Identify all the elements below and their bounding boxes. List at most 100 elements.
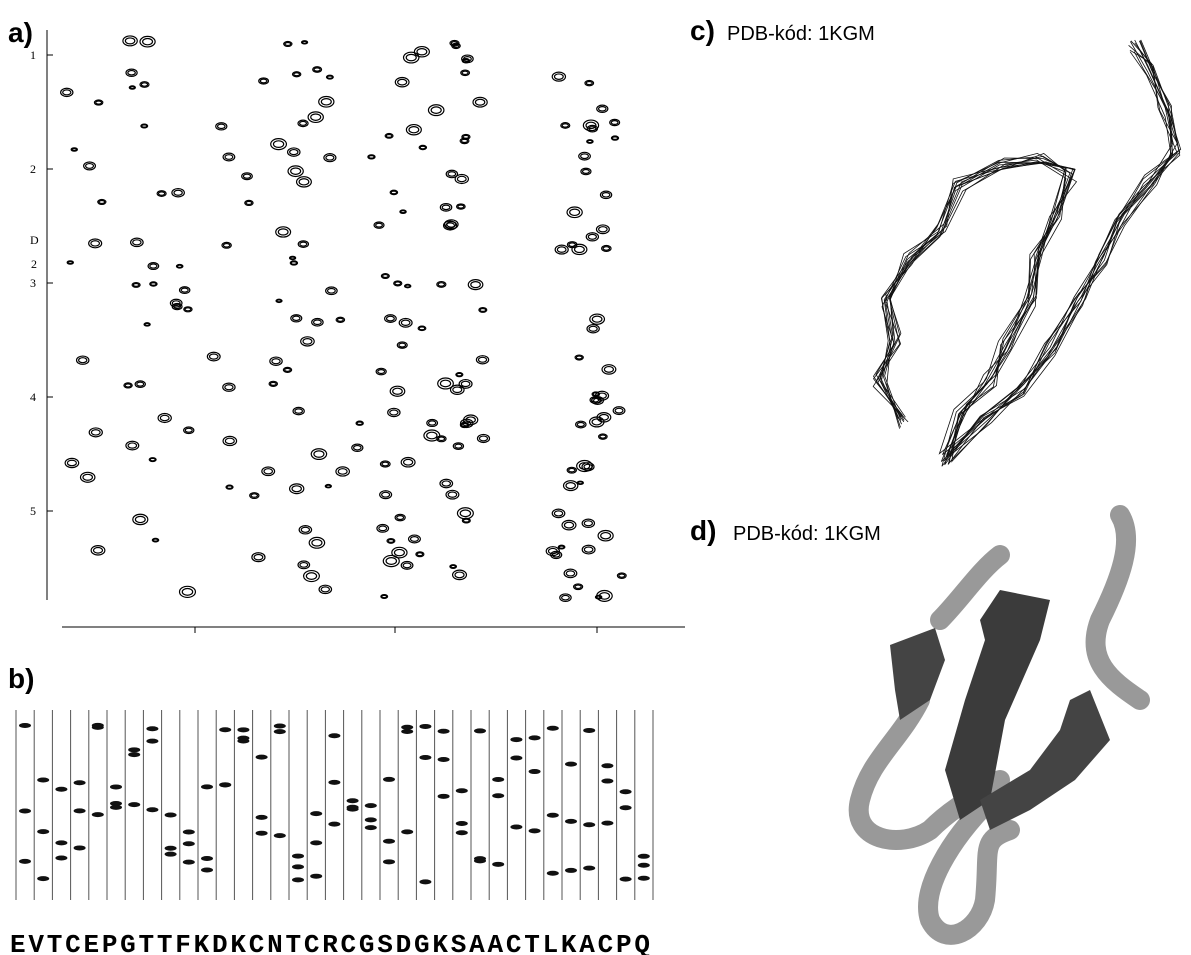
strip-peak: [546, 812, 559, 818]
strip-peak: [437, 728, 450, 734]
peak: [563, 568, 578, 579]
peak: [583, 546, 594, 553]
backbone-trace: [879, 44, 1174, 457]
peak: [129, 237, 144, 248]
peak: [475, 355, 490, 365]
peak: [66, 260, 74, 265]
peak: [178, 585, 197, 599]
y-tick-label: 1: [30, 48, 36, 62]
peak: [569, 208, 581, 217]
peak: [413, 45, 430, 58]
peak: [122, 35, 138, 47]
peak: [83, 161, 97, 171]
peak: [455, 372, 464, 378]
strip-peak: [164, 845, 177, 851]
peak: [586, 324, 600, 334]
peak: [318, 584, 333, 595]
strip-peak: [474, 856, 486, 862]
peak: [178, 286, 191, 295]
peak: [132, 239, 142, 246]
peak: [479, 307, 487, 312]
strip-peak: [492, 793, 505, 799]
peak: [88, 238, 103, 249]
strip-peak: [164, 851, 177, 857]
peak: [125, 68, 138, 78]
peak: [467, 279, 484, 291]
strip-peak: [146, 738, 159, 744]
peak: [418, 144, 428, 151]
peak: [224, 384, 234, 391]
strip-peak: [328, 733, 341, 739]
peak: [396, 341, 408, 349]
peak: [426, 418, 439, 428]
peak: [602, 246, 611, 251]
strip-peak: [55, 840, 68, 846]
peak: [565, 570, 576, 577]
peak: [578, 462, 591, 470]
strip-peak: [37, 829, 50, 835]
strip-peak: [401, 724, 414, 730]
peak: [380, 273, 390, 279]
peak: [180, 287, 189, 293]
peak: [581, 518, 596, 529]
peak: [563, 521, 575, 529]
peak: [403, 283, 412, 289]
peak: [269, 356, 283, 366]
strip-peak: [419, 879, 432, 885]
peak: [287, 165, 304, 178]
peak: [400, 560, 414, 570]
strip-peak: [110, 804, 122, 810]
strip-peak: [146, 807, 159, 813]
peak: [277, 228, 289, 236]
peak: [400, 456, 416, 468]
strip-peak: [55, 786, 68, 792]
peak: [259, 78, 268, 84]
peak: [445, 489, 460, 500]
strip-peak: [601, 820, 614, 826]
peak: [465, 416, 476, 424]
peak: [439, 202, 453, 212]
strip-peak: [310, 811, 323, 817]
peak: [79, 471, 96, 483]
strip-peak: [273, 723, 286, 729]
peak: [62, 89, 72, 96]
peak: [140, 82, 149, 87]
strip-peak: [383, 859, 395, 865]
peak: [303, 569, 320, 583]
peak: [384, 314, 397, 323]
peak: [368, 155, 375, 159]
peak: [380, 594, 389, 600]
peak: [585, 232, 600, 242]
peak: [141, 124, 148, 128]
peak: [367, 154, 376, 160]
peak: [603, 365, 615, 373]
peak: [222, 435, 238, 447]
strip-peak: [583, 727, 596, 733]
peak: [90, 240, 101, 247]
strip-peak: [510, 737, 523, 743]
peak: [144, 322, 150, 327]
peak: [601, 192, 611, 198]
peak: [557, 544, 566, 550]
peak: [305, 572, 318, 580]
peak: [574, 584, 582, 590]
peak: [307, 111, 324, 124]
peak: [127, 442, 138, 449]
peak: [580, 167, 592, 176]
peak: [585, 121, 597, 130]
peak: [396, 515, 405, 521]
peak: [394, 513, 406, 522]
peak: [588, 325, 598, 332]
peak: [595, 595, 602, 599]
peak: [430, 106, 442, 114]
peak: [423, 429, 441, 442]
peak: [551, 71, 567, 82]
peak: [308, 536, 326, 549]
backbone-trace: [884, 39, 1172, 466]
peak: [409, 536, 419, 542]
peak: [222, 242, 231, 248]
peak: [375, 367, 387, 376]
peak: [616, 572, 627, 579]
peak: [614, 407, 624, 414]
